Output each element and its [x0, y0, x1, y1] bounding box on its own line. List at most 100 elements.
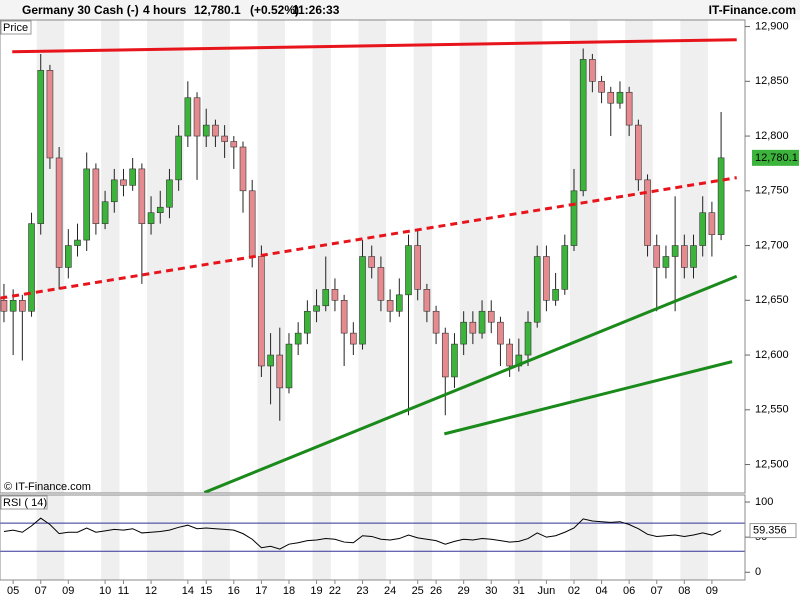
plot [0, 38, 745, 552]
instrument: Germany 30 Cash (-) [22, 3, 139, 17]
candle-body [202, 124, 210, 137]
candle-body [193, 97, 201, 137]
candle-body [212, 124, 219, 137]
candle-body [487, 310, 495, 323]
x-tick-label: 22 [329, 585, 341, 597]
day-band [459, 495, 488, 580]
candle-body [681, 245, 688, 268]
x-tick-label: 05 [7, 585, 19, 597]
candle-body [55, 157, 63, 268]
y-tick-label: 12,850 [755, 75, 789, 87]
candle-body [625, 91, 633, 126]
y-tick-label: 12,650 [755, 294, 789, 306]
x-tick-label: 12 [145, 585, 157, 597]
price-panel [0, 38, 738, 493]
candle-body [469, 321, 477, 334]
price-label-box [0, 20, 32, 35]
candle-body [230, 141, 238, 148]
candle-body [101, 201, 109, 224]
candle-body [671, 245, 679, 257]
candle-body [533, 256, 541, 323]
x-tick-label: 06 [623, 585, 635, 597]
candle-body [708, 212, 716, 235]
x-tick-label: 30 [485, 585, 497, 597]
y-tick-label: 12,500 [755, 458, 789, 470]
last-price-tag-label: 12,780.1 [755, 152, 798, 164]
candle-body [156, 206, 164, 214]
candle-body [9, 299, 17, 312]
candle-body [294, 332, 302, 345]
x-tick-label: 24 [384, 585, 396, 597]
candle-body [83, 168, 91, 241]
candle-body [166, 179, 173, 208]
candle-body [110, 179, 118, 203]
candle-body [285, 343, 293, 389]
site: IT-Finance.com [709, 3, 796, 17]
candle-body [175, 135, 182, 181]
x-tick-label: 17 [255, 585, 267, 597]
candle-body [607, 91, 615, 104]
candle-body [129, 168, 136, 186]
rsi-line [3, 517, 722, 550]
x-tick-label: 08 [678, 585, 690, 597]
candle-body [662, 256, 670, 268]
x-tick-label: 07 [651, 585, 663, 597]
candle-body [414, 245, 421, 290]
change: (+0.52%) [250, 3, 299, 17]
day-band [312, 495, 331, 580]
candle-body [653, 245, 661, 268]
candle-body [350, 332, 357, 345]
day-band [680, 495, 708, 580]
candle-body [258, 256, 265, 367]
x-tick-label: 14 [182, 585, 194, 597]
candle-body [699, 212, 707, 246]
candle-body [313, 305, 320, 312]
trend-line [203, 274, 738, 493]
rsi-tag [749, 523, 797, 539]
rsi-panel [0, 517, 745, 552]
y-tick-label: 12,550 [755, 404, 789, 416]
candle-body [690, 245, 697, 268]
last-price-tag [752, 149, 799, 166]
trend-line [12, 38, 737, 54]
candle-body [221, 135, 228, 142]
day-band [257, 495, 285, 580]
candle-body [368, 256, 376, 268]
candle-body [543, 256, 550, 301]
day-band [569, 495, 598, 580]
day-band [413, 20, 433, 493]
candle-body [147, 212, 155, 224]
header-bar [0, 0, 800, 20]
candle-body [579, 59, 587, 192]
x-tick-label: 09 [706, 585, 718, 597]
candle-body [405, 245, 412, 296]
y-tick-label: 12,700 [755, 239, 789, 251]
y-tick-label: 12,600 [755, 349, 789, 361]
candle-body [432, 310, 440, 334]
trend-line [0, 176, 737, 300]
candle-body [460, 321, 467, 345]
day-band [202, 20, 230, 493]
candle-body [616, 91, 624, 104]
candle-body [386, 299, 394, 312]
candle-body [65, 245, 72, 268]
timeframe: 4 hours [143, 3, 187, 17]
candle-body [46, 70, 54, 159]
candle-body [19, 299, 26, 312]
candle-body [0, 299, 8, 312]
candle-body [423, 289, 431, 312]
x-tick-label: 19 [310, 585, 322, 597]
candle-body [396, 294, 403, 312]
time: 11:26:33 [292, 3, 340, 17]
day-band [358, 495, 387, 580]
rsi-tag-label: 59.356 [753, 524, 787, 536]
candle-body [276, 354, 284, 389]
day-band [147, 20, 184, 493]
y-tick-label: 12,900 [755, 20, 789, 32]
candle-body [120, 179, 127, 186]
x-tick-label: 29 [458, 585, 470, 597]
candle-body [570, 190, 578, 246]
x-tick-label: 16 [228, 585, 240, 597]
